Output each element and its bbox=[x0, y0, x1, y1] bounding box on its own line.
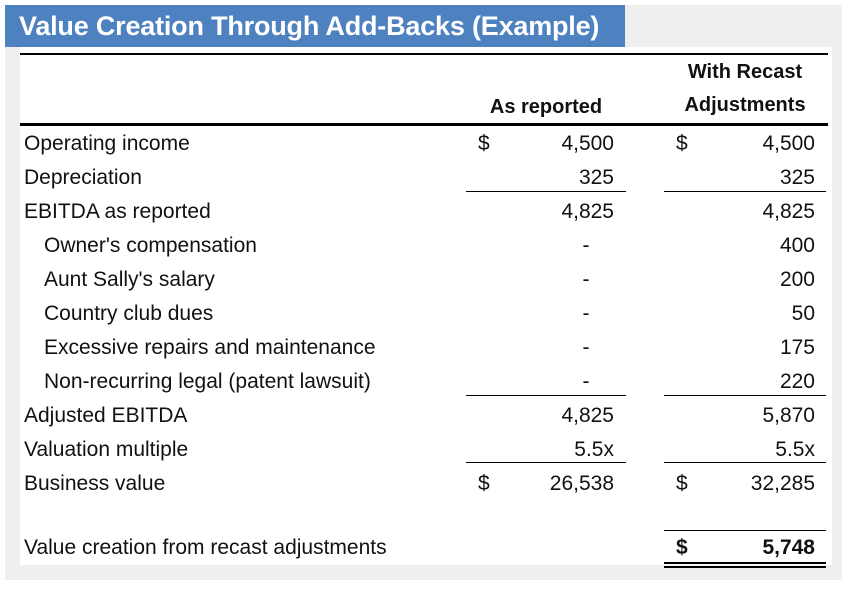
title-bar: Value Creation Through Add-Backs (Exampl… bbox=[5, 5, 625, 47]
row-label: Country club dues bbox=[44, 302, 214, 325]
value-creation-label: Value creation from recast adjustments bbox=[24, 536, 387, 559]
row-dollar-recast: $ bbox=[676, 472, 688, 495]
row-value-as-reported: - bbox=[582, 336, 590, 359]
row-label: EBITDA as reported bbox=[24, 200, 211, 223]
table-panel bbox=[20, 47, 832, 565]
rule-recast-2 bbox=[664, 395, 826, 396]
row-value-as-reported: - bbox=[582, 268, 590, 291]
value-creation-double-rule-1 bbox=[664, 562, 826, 564]
row-value-recast: 400 bbox=[779, 234, 815, 257]
row-dollar-as-reported: $ bbox=[478, 132, 490, 155]
row-value-as-reported: 5.5x bbox=[574, 438, 614, 461]
header-as-reported: As reported bbox=[489, 96, 603, 118]
row-value-recast: 5.5x bbox=[775, 438, 815, 461]
row-value-as-reported: 325 bbox=[578, 166, 614, 189]
header-underline bbox=[20, 123, 828, 126]
rule-recast-1 bbox=[664, 191, 826, 192]
row-value-recast: 220 bbox=[779, 370, 815, 393]
rule-as-reported-2 bbox=[466, 395, 626, 396]
row-value-as-reported: 26,538 bbox=[549, 472, 614, 495]
row-label: Valuation multiple bbox=[24, 438, 189, 461]
row-value-as-reported: 4,500 bbox=[561, 132, 614, 155]
value-creation-double-rule-2 bbox=[664, 566, 826, 568]
rule-recast-3 bbox=[664, 462, 826, 463]
row-value-as-reported: - bbox=[582, 302, 590, 325]
header-recast-line1: With Recast bbox=[687, 61, 803, 83]
row-value-recast: 175 bbox=[779, 336, 815, 359]
row-value-as-reported: - bbox=[582, 370, 590, 393]
row-label: Operating income bbox=[24, 132, 190, 155]
row-value-as-reported: - bbox=[582, 234, 590, 257]
row-label: Adjusted EBITDA bbox=[24, 404, 188, 427]
rule-as-reported-3 bbox=[466, 462, 626, 463]
row-value-as-reported: 4,825 bbox=[561, 200, 614, 223]
row-value-recast: 4,825 bbox=[762, 200, 815, 223]
row-label: Aunt Sally's salary bbox=[44, 268, 215, 291]
header-recast-line2: Adjustments bbox=[684, 94, 806, 116]
row-value-recast: 32,285 bbox=[750, 472, 815, 495]
row-label: Owner's compensation bbox=[44, 234, 257, 257]
value-creation-dollar: $ bbox=[676, 536, 688, 559]
value-creation-value: 5,748 bbox=[762, 536, 815, 559]
table-title: Value Creation Through Add-Backs (Exampl… bbox=[19, 11, 600, 41]
row-value-recast: 50 bbox=[791, 302, 815, 325]
rule-as-reported-1 bbox=[466, 191, 626, 192]
row-label: Depreciation bbox=[24, 166, 142, 189]
row-label: Excessive repairs and maintenance bbox=[44, 336, 376, 359]
row-value-recast: 5,870 bbox=[762, 404, 815, 427]
value-creation-top-rule bbox=[664, 530, 826, 531]
row-label: Business value bbox=[24, 472, 166, 495]
row-value-recast: 200 bbox=[779, 268, 815, 291]
row-value-recast: 4,500 bbox=[762, 132, 815, 155]
row-dollar-as-reported: $ bbox=[478, 472, 490, 495]
row-value-as-reported: 4,825 bbox=[561, 404, 614, 427]
row-dollar-recast: $ bbox=[676, 132, 688, 155]
top-border bbox=[20, 53, 828, 55]
row-label: Non-recurring legal (patent lawsuit) bbox=[44, 370, 371, 393]
row-value-recast: 325 bbox=[779, 166, 815, 189]
